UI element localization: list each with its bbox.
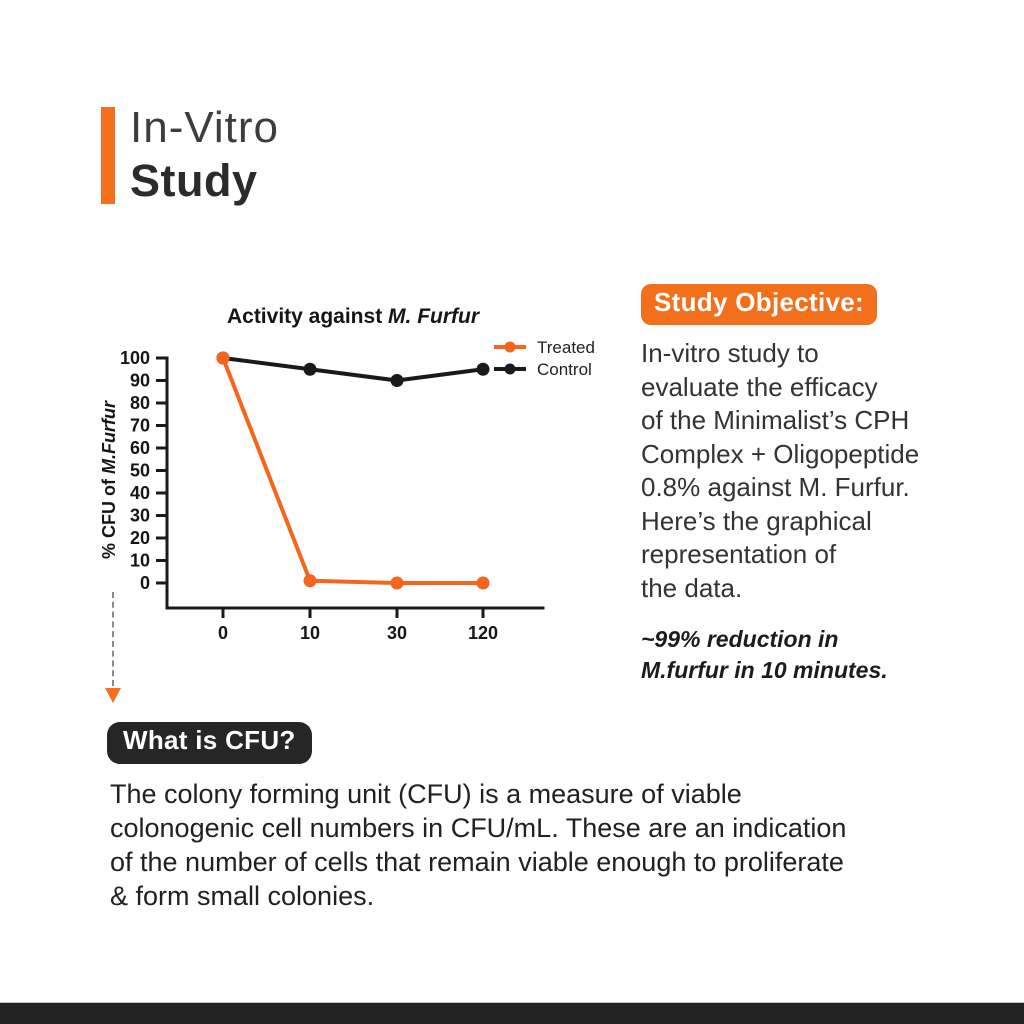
svg-text:50: 50 [130,461,150,481]
svg-text:120: 120 [468,623,498,643]
svg-text:100: 100 [120,348,150,368]
dashed-arrow-down-icon [103,592,123,703]
cfu-description: The colony forming unit (CFU) is a measu… [110,779,847,911]
svg-text:10: 10 [130,551,150,571]
study-objective-badge: Study Objective: [641,284,877,325]
chart-legend: Treated Control [494,338,595,379]
footer-bar [0,1002,1024,1024]
svg-text:40: 40 [130,483,150,503]
svg-text:0: 0 [140,573,150,593]
svg-text:60: 60 [130,438,150,458]
svg-text:10: 10 [300,623,320,643]
svg-text:Control: Control [537,360,592,379]
svg-text:30: 30 [130,506,150,526]
page-title: In-Vitro Study [130,102,279,207]
title-accent-bar [101,107,115,204]
svg-text:20: 20 [130,528,150,548]
series-control [216,351,490,387]
svg-text:0: 0 [218,623,228,643]
reduction-note: ~99% reduction in M.furfur in 10 minutes… [641,626,888,683]
study-objective-text: In-vitro study to evaluate the efficacy … [641,338,920,603]
arrow-head [105,688,121,703]
svg-text:30: 30 [387,623,407,643]
page-title-line2: Study [130,155,258,206]
svg-text:Treated: Treated [537,338,595,357]
svg-text:80: 80 [130,393,150,413]
series-treated [216,351,490,590]
what-is-cfu-badge: What is CFU? [107,722,312,764]
svg-text:70: 70 [130,416,150,436]
chart-y-axis-label: % CFU of M.Furfur [99,400,119,559]
page-title-line1: In-Vitro [130,103,280,152]
arrow-shaft [112,592,114,686]
svg-text:90: 90 [130,371,150,391]
chart-title: Activity against M. Furfur [227,305,481,328]
